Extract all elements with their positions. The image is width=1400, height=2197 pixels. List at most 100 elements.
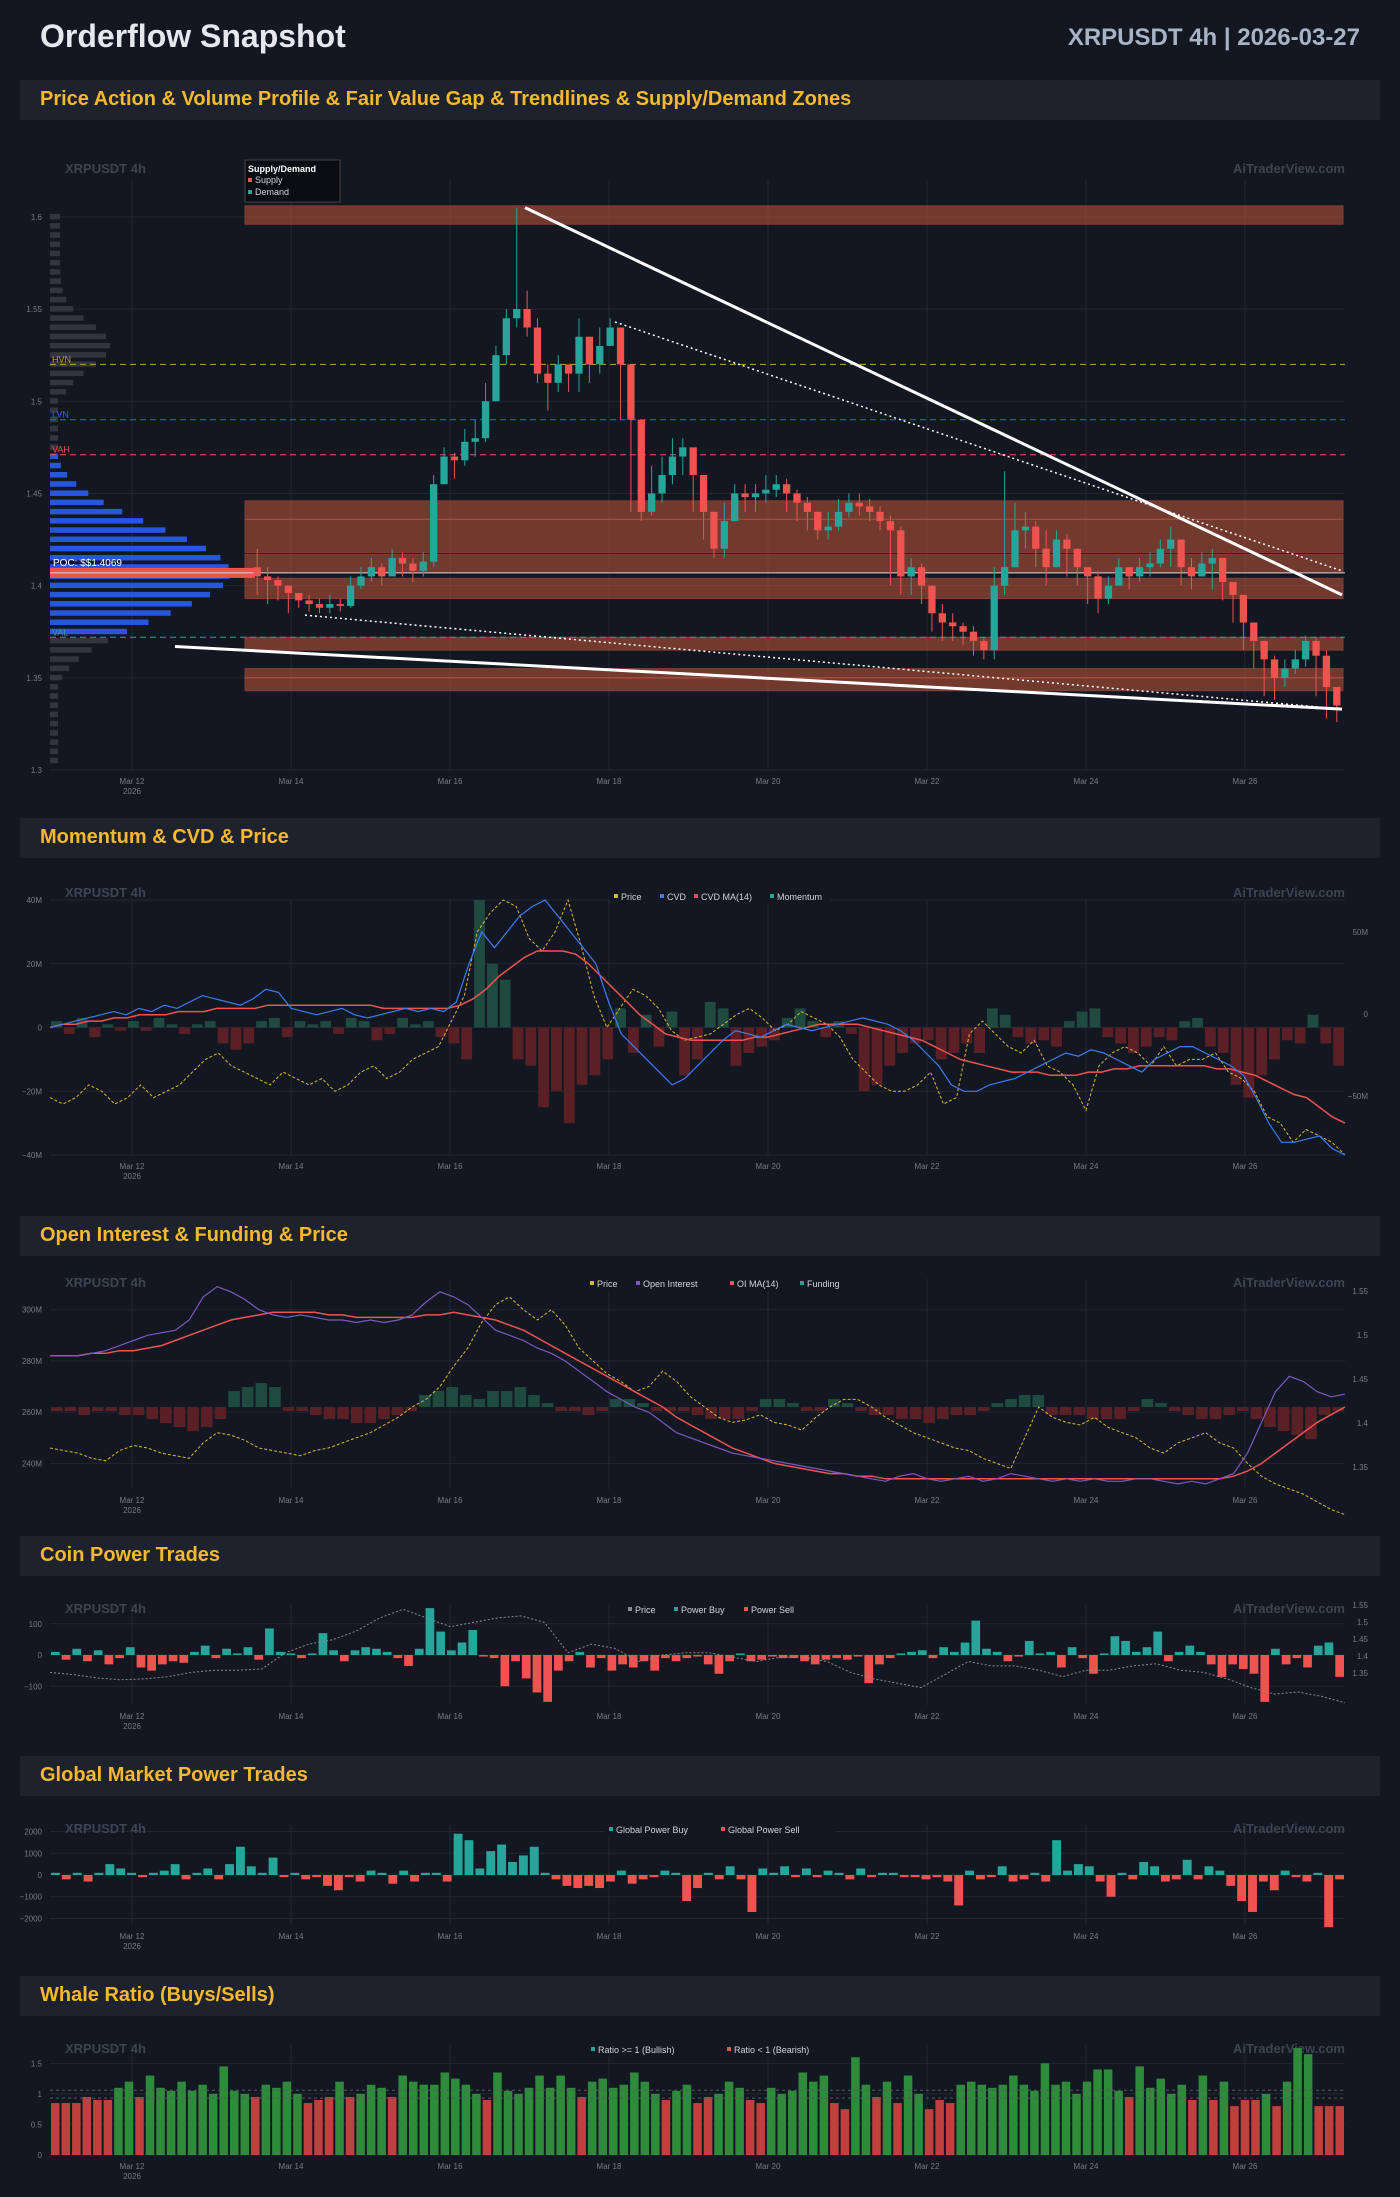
candle-body <box>886 521 895 531</box>
power-bar <box>1251 2100 1260 2155</box>
level-label: HVN <box>52 354 71 364</box>
power-bar <box>703 1872 713 1875</box>
funding-bar <box>378 1407 390 1420</box>
power-bar <box>977 2084 987 2155</box>
momentum-bar <box>333 1027 344 1034</box>
momentum-bar <box>1051 1027 1062 1047</box>
power-bar <box>1314 2106 1323 2155</box>
power-bar <box>493 2072 502 2155</box>
power-bar <box>345 2096 355 2155</box>
power-bar <box>638 1875 648 1880</box>
funding-bar <box>1318 1407 1331 1416</box>
momentum-bar <box>1217 1027 1229 1053</box>
funding-bar <box>1250 1407 1263 1420</box>
power-bar <box>1188 2100 1197 2155</box>
y2-tick-label: 1.4 <box>1357 1419 1369 1428</box>
oi-chart[interactable]: 300M 280M 260M 240M 1.55 1.5 1.45 1.4 1.35 Mar 12… <box>20 1264 1380 1526</box>
momentum-bar <box>102 1024 114 1028</box>
power-bar <box>1324 1642 1334 1655</box>
y2-tick-label: 50M <box>1352 928 1368 937</box>
volume-profile-bar <box>50 674 63 681</box>
power-bar <box>1008 1875 1018 1882</box>
power-bar <box>275 1651 285 1655</box>
candle-body <box>1281 668 1289 678</box>
power-bar <box>200 1645 210 1655</box>
funding-bar <box>269 1387 281 1408</box>
legend-item: Power Sell <box>751 1605 794 1615</box>
power-bar <box>333 1875 343 1891</box>
power-bar <box>1335 1875 1344 1880</box>
power-bar <box>93 2100 102 2155</box>
momentum-bar <box>948 1027 960 1053</box>
power-bar <box>809 2081 818 2155</box>
power-bar <box>198 2084 207 2155</box>
funding-bar <box>746 1407 758 1412</box>
power-bar <box>208 2093 218 2155</box>
power-bar <box>840 2109 850 2155</box>
power-bar <box>998 2084 1008 2155</box>
power-bar <box>103 2100 113 2155</box>
candle-body <box>741 493 749 498</box>
power-bar <box>596 1655 606 1659</box>
candle-body <box>1291 659 1299 669</box>
volume-profile-bar <box>50 637 108 644</box>
candle-body <box>990 585 998 651</box>
power-bar <box>556 2075 565 2155</box>
power-bar <box>1303 1655 1312 1668</box>
momentum-bar <box>627 1027 639 1053</box>
power-bar <box>1124 2096 1134 2155</box>
volume-profile-bar <box>50 472 68 478</box>
candle-body <box>782 484 791 494</box>
power-bar <box>1230 2106 1239 2155</box>
volume-profile-bar <box>50 499 104 506</box>
momentum-bar <box>769 1027 780 1041</box>
power-bar <box>823 1870 833 1875</box>
power-bar <box>521 1655 531 1679</box>
power-bar <box>661 2100 671 2155</box>
power-bar <box>179 1655 189 1663</box>
funding-bar <box>773 1399 786 1408</box>
power-bar <box>607 1655 617 1671</box>
power-bar <box>170 1864 180 1875</box>
power-bar <box>265 1628 274 1655</box>
momentum-bar <box>256 1021 267 1028</box>
x-tick-label: 2026 <box>123 787 141 796</box>
funding-bar <box>664 1407 677 1412</box>
power-bar <box>1335 2106 1344 2155</box>
power-bar <box>114 2087 123 2155</box>
power-bar <box>214 1875 224 1880</box>
momentum-bar <box>294 1021 306 1028</box>
volume-profile-bar <box>50 453 58 460</box>
power-bar <box>1269 1875 1279 1891</box>
candle-body <box>710 511 718 549</box>
momentum-bar <box>743 1027 755 1053</box>
power-bar <box>203 1868 213 1875</box>
funding-bar <box>868 1407 881 1416</box>
power-bar <box>72 1872 82 1875</box>
candle-body <box>648 493 656 512</box>
candle-body <box>461 441 469 461</box>
power-bar <box>508 1861 517 1875</box>
power-bar <box>861 2084 871 2155</box>
legend-box <box>587 2043 853 2057</box>
funding-bar <box>555 1407 567 1412</box>
power-bar <box>240 2093 250 2155</box>
supply-zone <box>244 205 1344 225</box>
y-tick-label: 260M <box>22 1408 42 1417</box>
power-bar <box>51 1651 60 1655</box>
power-bar <box>724 2081 734 2155</box>
momentum-bar <box>1128 1027 1139 1053</box>
cvd-ma-line <box>49 950 1346 1124</box>
y2-tick-label: 1.55 <box>1352 1287 1368 1296</box>
y-tick-label: 1.35 <box>26 674 42 683</box>
power-bar <box>1139 1861 1149 1875</box>
power-bar <box>272 2087 281 2155</box>
power-bar <box>682 1875 692 1902</box>
section-title-global: Global Market Power Trades <box>40 1764 308 1786</box>
candle-body <box>834 511 843 527</box>
